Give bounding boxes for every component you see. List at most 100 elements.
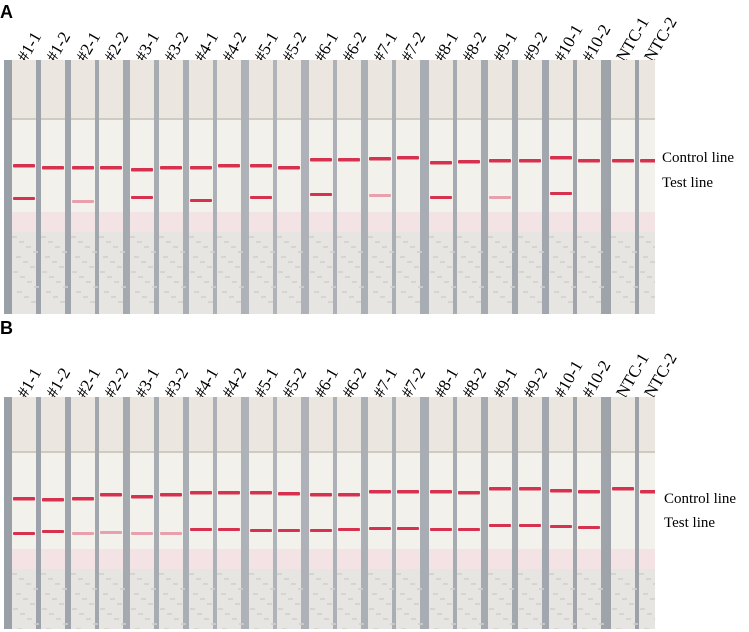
conjugate-tint (577, 549, 601, 569)
pad-texture (519, 608, 524, 610)
pad-texture (113, 246, 118, 248)
pad-texture (471, 583, 476, 585)
test-line (250, 196, 272, 199)
pad-texture (55, 246, 60, 248)
pad-texture (145, 618, 150, 620)
pad-texture (510, 286, 515, 288)
pad-texture (578, 608, 583, 610)
strip-label: #7-2 (397, 364, 430, 401)
control-line (640, 159, 655, 163)
pad-texture (207, 266, 212, 268)
pad-texture (380, 296, 385, 298)
pad-texture (417, 588, 422, 590)
pad-texture (137, 241, 142, 243)
pad-texture (522, 593, 527, 595)
control-line (550, 156, 572, 160)
test-line (458, 528, 480, 531)
pad-texture (163, 593, 168, 595)
pad-texture (489, 608, 494, 610)
pad-texture (71, 236, 76, 238)
strip-cap (396, 397, 420, 451)
pad-texture (249, 573, 254, 575)
pad-texture (429, 573, 434, 575)
pad-texture (250, 271, 255, 273)
test-line (578, 526, 600, 529)
pad-texture (553, 256, 558, 258)
control-line (72, 166, 94, 170)
pad-texture (34, 623, 39, 625)
strip-cap (217, 397, 241, 451)
pad-texture (355, 603, 360, 605)
pad-texture (585, 613, 590, 615)
conjugate-tint (368, 212, 392, 232)
strip-cap (130, 60, 154, 118)
pad-texture (429, 236, 434, 238)
pad-texture (525, 241, 530, 243)
pad-texture (589, 296, 594, 298)
control-line-label: Control line (662, 150, 735, 166)
pad-texture (564, 618, 569, 620)
strip-label: #3-2 (160, 364, 193, 401)
pad-texture (337, 573, 342, 575)
pad-texture (137, 578, 142, 580)
test-strip (309, 397, 336, 629)
pad-texture (411, 618, 416, 620)
pad-texture (200, 261, 205, 263)
pad-texture (578, 271, 583, 273)
strip-cap-edge (429, 451, 453, 453)
strip-cap (249, 60, 273, 118)
test-strip (488, 397, 515, 629)
pad-texture (310, 271, 315, 273)
pad-texture (281, 593, 286, 595)
pad-texture (418, 623, 423, 625)
pad-texture (533, 281, 538, 283)
pad-texture (270, 588, 275, 590)
strip-cap-edge (549, 118, 573, 120)
pad-texture (92, 251, 97, 253)
pad-texture (79, 613, 84, 615)
pad-texture (492, 593, 497, 595)
pad-texture (556, 241, 561, 243)
pad-texture (400, 256, 405, 258)
strip-cap-edge (41, 451, 65, 453)
pad-texture (584, 578, 589, 580)
conjugate-tint (577, 212, 601, 232)
pad-texture (401, 291, 406, 293)
conjugate-tint (12, 549, 36, 569)
test-line (131, 196, 153, 199)
pad-texture (369, 271, 374, 273)
pad-texture (479, 623, 484, 625)
pad-texture (430, 608, 435, 610)
conjugate-tint (488, 549, 512, 569)
strip-cap-edge (309, 118, 333, 120)
pad-texture (415, 301, 420, 303)
test-strip (577, 397, 604, 629)
pad-texture (264, 281, 269, 283)
pad-texture (113, 583, 118, 585)
pad-texture (443, 246, 448, 248)
pad-texture (557, 276, 562, 278)
conjugate-tint (457, 549, 481, 569)
test-strip (217, 397, 244, 629)
test-line (397, 527, 419, 530)
strip-cap-edge (577, 451, 601, 453)
test-strip (639, 397, 655, 629)
strip-label: #2-2 (100, 364, 133, 401)
pad-texture (78, 578, 83, 580)
pad-texture (60, 301, 65, 303)
control-line (250, 491, 272, 495)
pad-texture (403, 241, 408, 243)
pad-texture (271, 623, 276, 625)
pad-texture (373, 291, 378, 293)
test-strip (189, 60, 216, 314)
pad-texture (462, 628, 467, 629)
pad-texture (417, 251, 422, 253)
pad-texture (330, 251, 335, 253)
strip-cap (277, 397, 301, 451)
test-strip (457, 397, 484, 629)
strip-cap-edge (396, 118, 420, 120)
pad-texture (197, 276, 202, 278)
pad-texture (475, 603, 480, 605)
pad-texture (397, 271, 402, 273)
pad-texture (359, 286, 364, 288)
